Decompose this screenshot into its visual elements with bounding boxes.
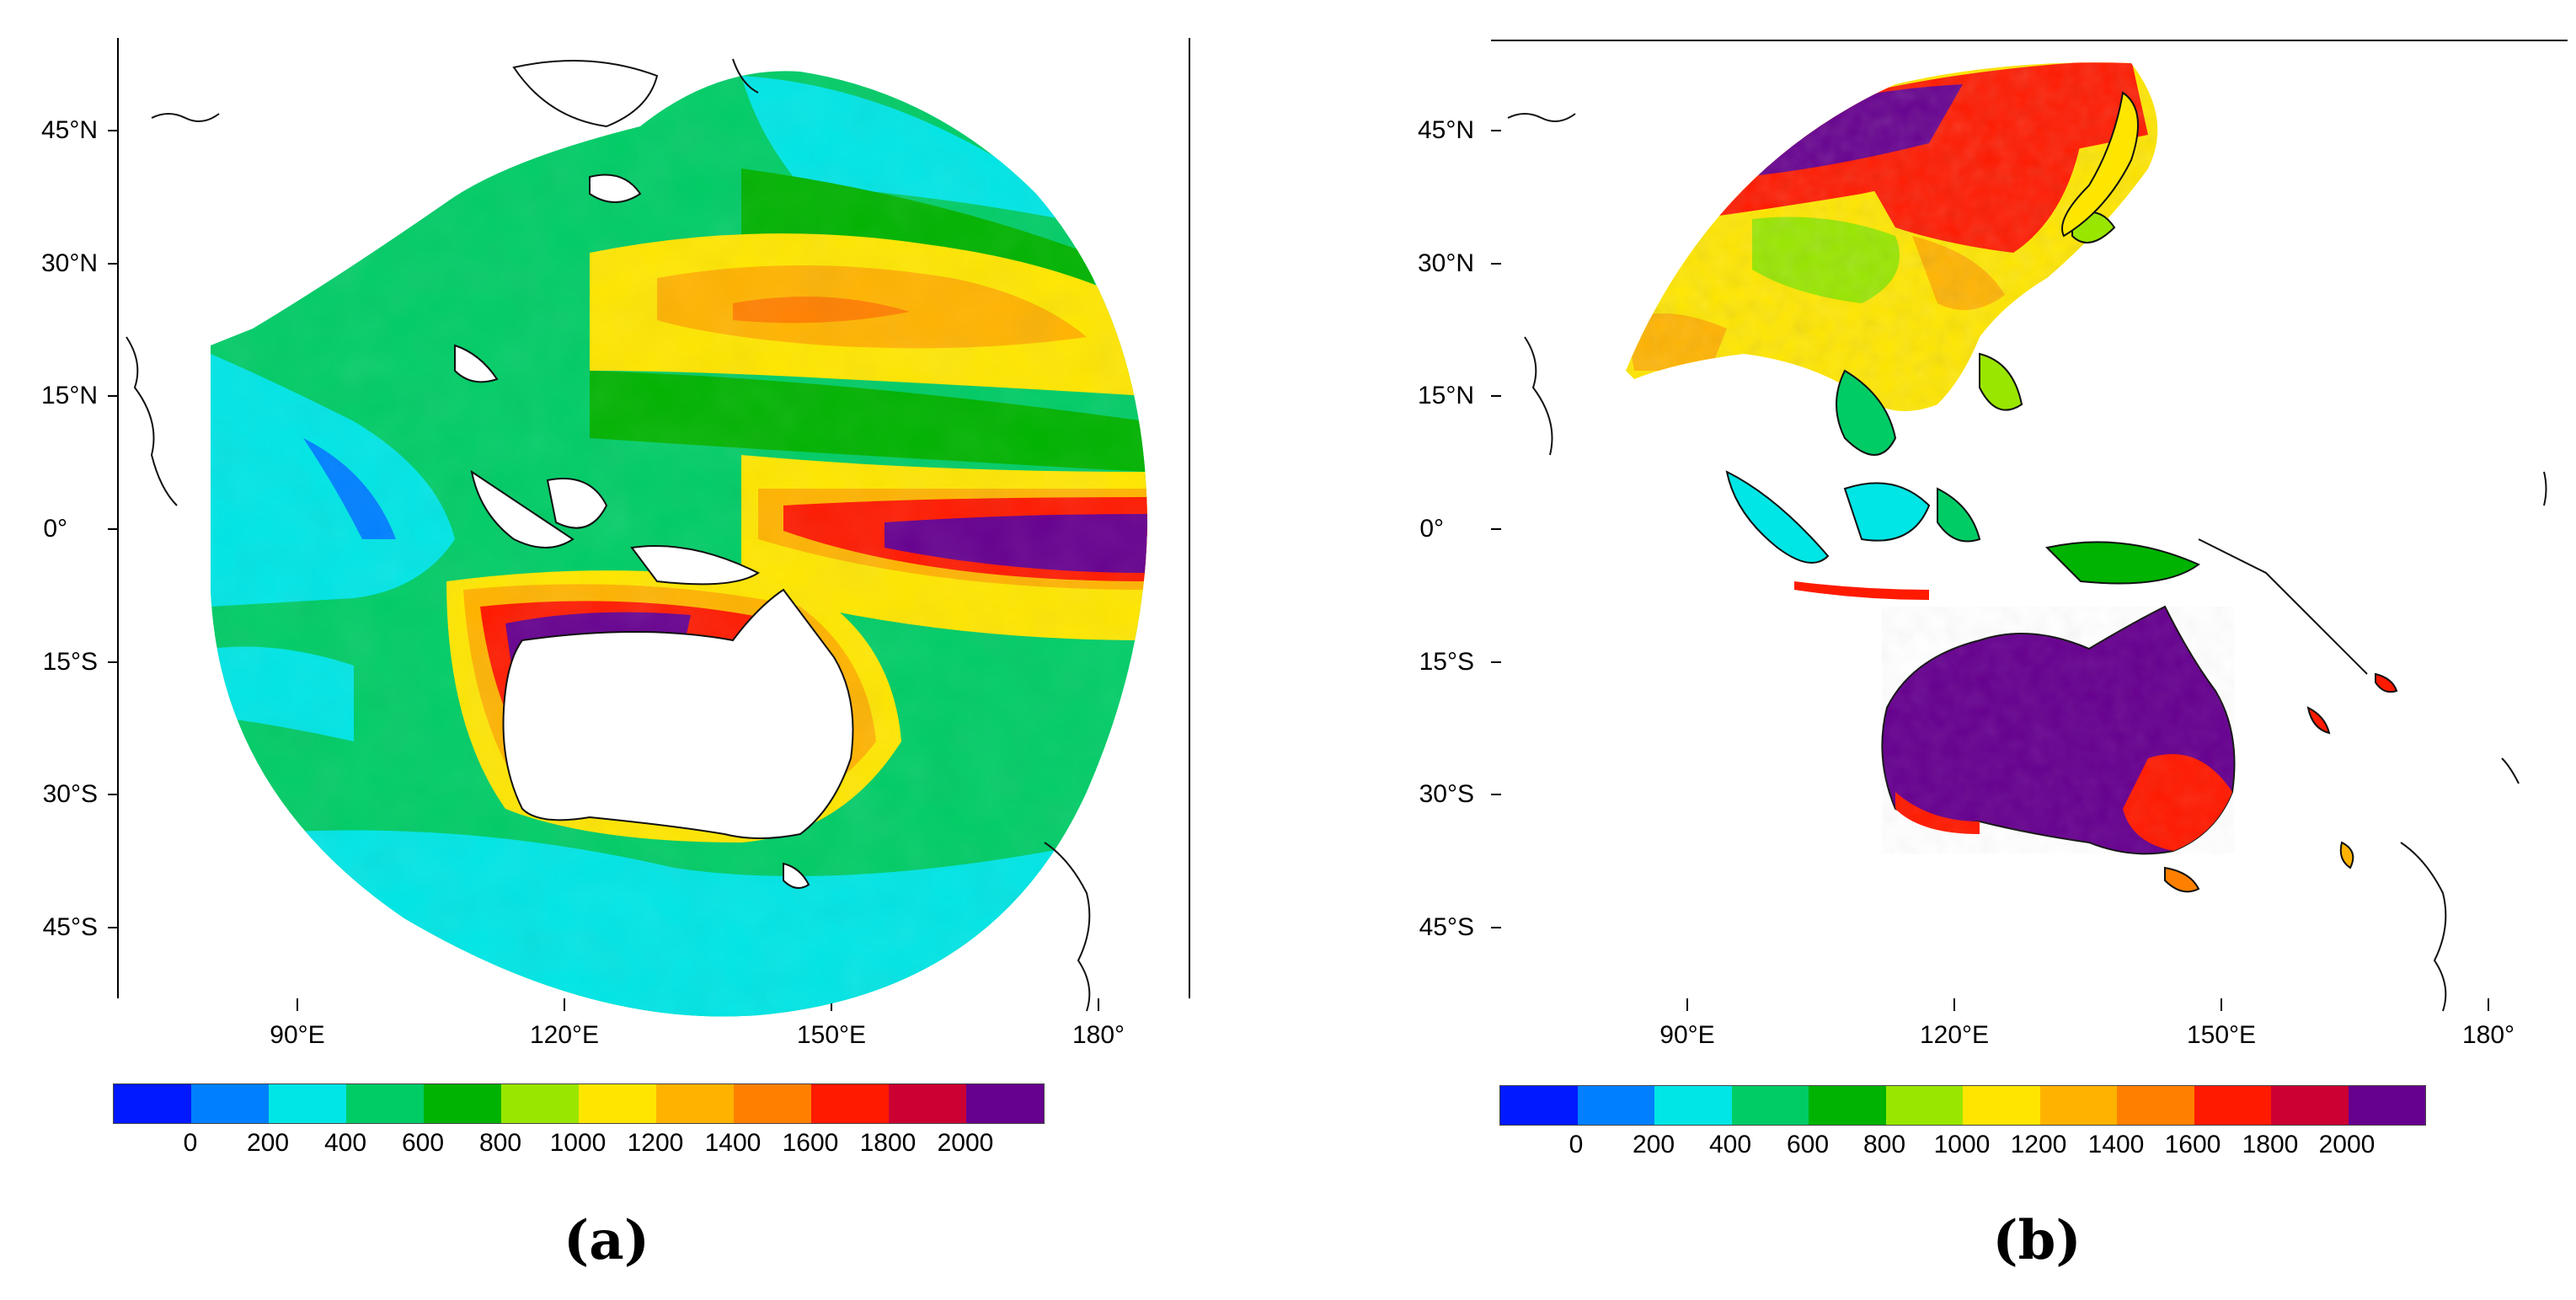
colorbar-tick-label: 2000	[2318, 1131, 2376, 1158]
colorbar-segment	[2348, 1086, 2425, 1125]
colorbar-tick-label: 1000	[549, 1129, 607, 1157]
colorbar-tick-label: 800	[1863, 1131, 1906, 1158]
asia-north-a	[512, 60, 659, 128]
lon-label: 180°	[1072, 1021, 1125, 1049]
newguinea-a	[630, 545, 760, 586]
land-a	[454, 60, 854, 889]
colorbar-tick-label: 1000	[1933, 1131, 1991, 1158]
lat-label: 30°S	[1419, 780, 1474, 808]
lon-label: 150°E	[2186, 1021, 2257, 1049]
colorbar-tick-label: 1400	[2087, 1131, 2145, 1158]
lat-label: 45°S	[1419, 913, 1474, 941]
lat-label: 15°N	[40, 382, 98, 409]
lat-label: 30°N	[1417, 249, 1474, 277]
colorbar-tick-label: 200	[246, 1129, 290, 1157]
lat-label: 30°S	[42, 780, 98, 808]
colorbar-segment	[1963, 1086, 2040, 1125]
lat-label: 45°S	[42, 913, 98, 941]
lon-label: 120°E	[529, 1021, 600, 1049]
colorbar-segment	[2271, 1086, 2349, 1125]
colorbar-segment	[1577, 1086, 1654, 1125]
colorbar-segment	[656, 1084, 734, 1123]
colorbar-tick-label: 1600	[782, 1129, 839, 1157]
panel-label-b: (b)	[1992, 1209, 2082, 1272]
colorbar-segment	[889, 1084, 966, 1123]
colorbar-tick-label: 600	[401, 1129, 445, 1157]
colorbar-segment	[424, 1084, 501, 1123]
colorbar-a	[113, 1083, 1045, 1124]
colorbar-tick-label: 2000	[937, 1129, 994, 1157]
colorbar-tick-label: 1600	[2164, 1131, 2221, 1158]
colorbar-b	[1499, 1085, 2426, 1126]
australia-b	[1881, 605, 2236, 893]
lat-label: 15°S	[42, 648, 98, 676]
colorbar-segment	[269, 1084, 346, 1123]
lon-label: 150°E	[796, 1021, 867, 1049]
colorbar-tick-label: 200	[1632, 1131, 1675, 1158]
lat-label: 15°S	[1419, 648, 1474, 676]
lon-label: 120°E	[1919, 1021, 1990, 1049]
colorbar-segment	[346, 1084, 424, 1123]
colorbar-segment	[1500, 1086, 1578, 1125]
colorbar-segment	[811, 1084, 889, 1123]
korea-a	[589, 174, 642, 203]
colorbar-segment	[734, 1084, 811, 1123]
indochina-a	[454, 344, 499, 383]
coastline-fragments-b	[1507, 113, 2547, 1012]
lat-label: 0°	[43, 515, 67, 543]
colorbar-segment	[191, 1084, 269, 1123]
colorbar-segment	[114, 1084, 191, 1123]
colorbar-tick-label: 1800	[2242, 1131, 2299, 1158]
colorbar-segment	[1731, 1086, 1809, 1125]
colorbar-tick-label: 0	[1569, 1131, 1584, 1158]
colorbar-tick-label: 1400	[704, 1129, 762, 1157]
colorbar-tick-label: 0	[183, 1129, 198, 1157]
colorbar-tick-label: 400	[323, 1129, 367, 1157]
colorbar-tick-label: 1200	[627, 1129, 684, 1157]
sumatra-a	[470, 469, 575, 548]
colorbar-segment	[501, 1084, 579, 1123]
map-a	[108, 38, 1190, 1017]
colorbar-segment	[1885, 1086, 1963, 1125]
colorbar-tick-label: 1800	[859, 1129, 917, 1157]
colorbar-tick-label: 600	[1786, 1131, 1830, 1158]
colorbar-segment	[579, 1084, 656, 1123]
lat-label: 30°N	[40, 249, 98, 277]
colorbar-segment	[966, 1084, 1044, 1123]
colorbar-segment	[2039, 1086, 2117, 1125]
coastline-fragments-a	[126, 58, 1091, 1012]
asia-field-b	[1626, 62, 2158, 412]
panel-b: 45°N 30°N 15°N 0° 15°S 30°S 45°S 90°E 12…	[1390, 0, 2576, 1300]
colorbar-segment	[1809, 1086, 1886, 1125]
lat-label: 45°N	[40, 116, 98, 144]
borneo-a	[546, 478, 608, 529]
lon-label: 180°	[2461, 1021, 2515, 1049]
lon-label: 90°E	[270, 1021, 325, 1049]
tasmania-a	[783, 862, 810, 889]
panel-a: 45°N 30°N 15°N 0° 15°S 30°S 45°S 90°E 12…	[40, 38, 1190, 1272]
colorbar-segment	[1654, 1086, 1732, 1125]
colorbar-tick-label: 1200	[2010, 1131, 2067, 1158]
panel-label-a: (a)	[563, 1209, 650, 1272]
lat-label: 0°	[1419, 515, 1444, 543]
map-b	[1491, 40, 2568, 1012]
lat-label: 15°N	[1417, 382, 1474, 409]
colorbar-segment	[2117, 1086, 2194, 1125]
lon-label: 90°E	[1659, 1021, 1715, 1049]
colorbar-tick-label: 400	[1708, 1131, 1752, 1158]
lat-label: 45°N	[1417, 116, 1474, 144]
australia-a	[502, 588, 854, 839]
ticks-b	[1491, 130, 2489, 1011]
colorbar-segment	[2194, 1086, 2271, 1125]
colorbar-tick-label: 800	[478, 1129, 522, 1157]
japan-b	[2061, 91, 2398, 869]
